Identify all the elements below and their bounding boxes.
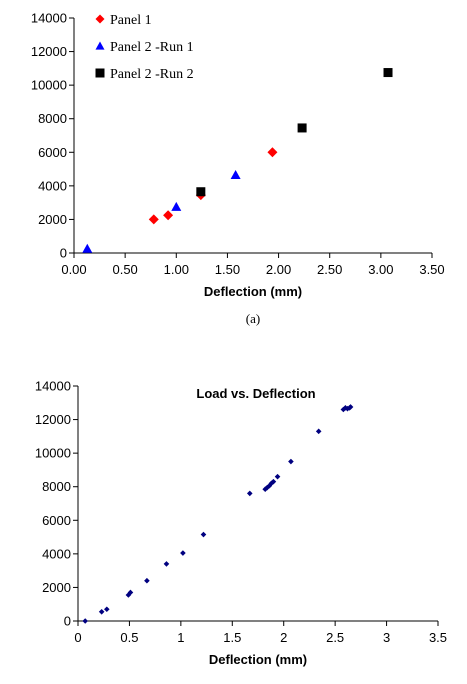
chart-1-x-tick-label: 0.5 [120,630,138,645]
chart-1-series-0-point [246,490,253,497]
chart-0-y-tick-label: 14000 [31,11,67,26]
chart-a: (a) 0 2000 4000 6000 8000 10000 12000 14000 0.00… [31,11,445,327]
chart-0-legend-label-2: Panel 2 -Run 2 [110,67,194,82]
chart-0-series-2-point [196,187,206,197]
chart-1-x-tick-label: 1 [177,630,184,645]
chart-1-x-tick-label: 3.5 [429,630,447,645]
chart-1-series-0-point [274,473,281,480]
chart-1-y-tick-label: 8000 [42,479,71,494]
chart-1-x-tick-label: 1.5 [223,630,241,645]
chart-0-legend-label-0: Panel 1 [110,13,152,28]
chart-0-x-tick-label: 2.50 [317,262,342,277]
chart-0-x-tick-label: 3.50 [419,262,444,277]
chart-1-y-tick-label: 14000 [35,379,71,394]
chart-1-series-0-point [163,561,170,567]
chart-1-y-tick-label: 0 [64,614,71,629]
chart-1-y-tick-label: 4000 [42,546,71,561]
chart-1-series-0-point [127,589,134,596]
chart-1-x-tick-label: 2.5 [326,630,344,645]
chart-0-series-0-point [267,147,278,158]
chart-0-series-1-point [230,169,241,179]
chart-0-x-tick-label: 2.00 [266,262,291,277]
chart-0-legend-label-1: Panel 2 -Run 1 [110,40,194,55]
chart-1-x-axis-label: Deflection (mm) [209,652,307,667]
chart-1-x-tick-label: 3 [383,630,390,645]
chart-1-x-tick-label: 2 [280,630,287,645]
chart-0-series-2-point [383,68,393,78]
chart-0-y-tick-label: 4000 [38,178,67,193]
chart-a-caption: (a) [246,311,260,326]
chart-1-series-0-point [200,531,207,538]
chart-0-legend-marker-2 [95,68,105,78]
chart-0-y-tick-label: 12000 [31,44,67,59]
chart-1-series-0-point [270,478,277,485]
chart-0-x-tick-label: 1.00 [164,262,189,277]
chart-1-y-tick-label: 6000 [42,513,71,528]
chart-0-series-1-point [82,243,93,253]
chart-0-x-tick-label: 3.00 [368,262,393,277]
chart-1-series-0-point [288,458,294,465]
chart-0-y-tick-label: 8000 [38,111,67,126]
chart-1-series-0-point [342,405,349,411]
chart-0-y-tick-label: 2000 [38,212,67,227]
chart-1-series-0-point [347,404,354,410]
chart-0-x-axis-label: Deflection (mm) [204,284,302,299]
chart-0-series-0-point [148,214,159,225]
chart-0-x-tick-label: 0.00 [61,262,86,277]
chart-0-y-tick-label: 0 [60,246,67,261]
chart-1-y-tick-label: 2000 [42,580,71,595]
chart-0-x-tick-label: 1.50 [215,262,240,277]
chart-1-series-0-point [268,480,275,487]
chart-1-series-0-point [315,428,322,435]
chart-1-y-tick-label: 10000 [35,446,71,461]
chart-1-series-0-point [144,577,150,584]
chart-0-y-tick-label: 10000 [31,78,67,93]
chart-1-series-0-point [98,608,105,615]
chart-1-x-tick-label: 0 [74,630,81,645]
chart-1-y-tick-label: 12000 [35,412,71,427]
chart-b: Load vs. Deflection 02000400060008000100… [35,379,447,668]
chart-1-series-0-point [82,618,88,624]
chart-0-series-1-point [171,201,182,211]
chart-1-series-0-point [180,550,186,556]
chart-0-series-2-point [297,123,307,133]
chart-b-title: Load vs. Deflection [196,386,315,401]
chart-0-x-tick-label: 0.50 [112,262,137,277]
chart-0-series-0-point [163,210,174,221]
chart-0-y-tick-label: 6000 [38,145,67,160]
chart-0-legend-marker-0 [95,14,105,24]
chart-1-series-0-point [104,606,110,613]
chart-1-series-0-point [262,486,268,493]
chart-0-legend-marker-1 [95,41,105,50]
